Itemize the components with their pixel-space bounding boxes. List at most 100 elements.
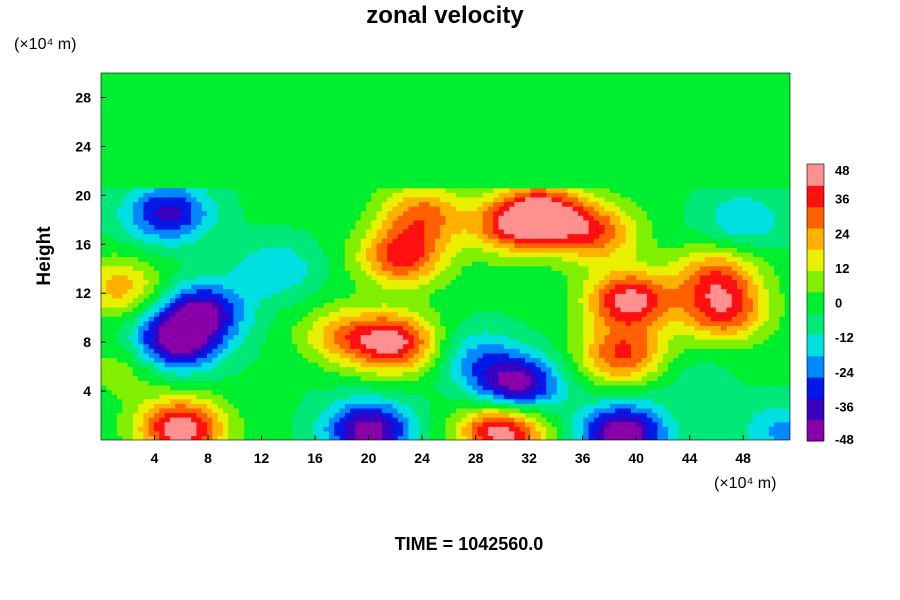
heatmap-cell [159,384,166,391]
heatmap-cell [466,306,473,313]
heatmap-cell [323,311,330,317]
heatmap-cell [196,403,203,409]
heatmap-cell [514,348,521,354]
heatmap-cell [143,265,150,271]
heatmap-cell [493,435,500,440]
heatmap-cell [689,357,696,363]
heatmap-cell [530,297,537,303]
heatmap-cell [758,302,765,308]
heatmap-cell [678,421,685,427]
heatmap-cell [228,274,235,281]
heatmap-cell [106,426,113,432]
heatmap-cell [191,316,197,322]
heatmap-cell [747,421,754,427]
heatmap-cell [265,384,272,391]
heatmap-cell [132,426,139,432]
heatmap-cell [233,274,240,281]
heatmap-cell [403,403,409,409]
heatmap-cell [684,357,690,363]
heatmap-cell [175,311,182,317]
heatmap-cell [498,407,505,414]
heatmap-cell [752,375,759,381]
heatmap-cell [302,348,309,354]
heatmap-cell [699,417,706,423]
heatmap-cell [387,302,394,308]
heatmap-cell [116,316,123,322]
heatmap-cell [487,375,494,381]
heatmap-cell [403,270,409,276]
heatmap-cell [101,407,107,414]
heatmap-cell [291,334,298,340]
heatmap-cell [191,325,197,331]
heatmap-cell [217,343,224,349]
heatmap-cell [684,320,690,326]
heatmap-cell [148,316,155,322]
heatmap-cell [774,329,780,336]
heatmap-cell [334,293,341,299]
heatmap-cell [588,288,595,294]
heatmap-cell [599,357,606,363]
heatmap-cell [366,265,372,271]
heatmap-cell [673,394,680,400]
heatmap-cell [318,362,325,368]
heatmap-cell [291,284,298,290]
heatmap-cell [657,334,664,340]
heatmap-cell [742,329,749,336]
heatmap-cell [138,426,144,432]
heatmap-cell [138,288,144,294]
heatmap-cell [551,362,558,368]
heatmap-cell [313,288,319,294]
heatmap-cell [445,311,452,317]
heatmap-cell [201,371,208,377]
heatmap-cell [567,412,574,418]
heatmap-cell [779,316,786,322]
heatmap-cell [609,265,616,271]
heatmap-cell [207,394,213,400]
heatmap-cell [175,375,182,381]
heatmap-cell [397,293,404,299]
heatmap-cell [207,403,213,409]
heatmap-cell [281,279,288,285]
heatmap-cell [424,311,431,317]
heatmap-cell [132,284,139,290]
heatmap-cell [106,302,113,308]
heatmap-cell [498,265,505,271]
heatmap-cell [625,279,632,285]
heatmap-cell [429,389,436,395]
heatmap-cell [731,306,738,313]
heatmap-cell [620,380,627,386]
heatmap-cell [694,426,701,432]
heatmap-cell [456,407,462,414]
heatmap-cell [514,426,521,432]
heatmap-cell [715,398,722,404]
heatmap-cell [546,421,553,427]
heatmap-cell [328,398,335,404]
heatmap-cell [302,371,309,377]
heatmap-cell [546,306,553,313]
heatmap-cell [302,288,309,294]
heatmap-cell [244,325,250,331]
heatmap-cell [424,297,431,303]
heatmap-cell [360,348,367,354]
heatmap-cell [678,375,685,381]
heatmap-cell [519,384,526,391]
heatmap-cell [662,357,669,363]
heatmap-cell [715,348,722,354]
heatmap-cell [318,339,325,345]
heatmap-cell [138,265,144,271]
heatmap-cell [366,279,372,285]
heatmap-cell [381,302,388,308]
heatmap-cell [731,348,738,354]
heatmap-cell [101,265,107,271]
heatmap-cell [774,357,780,363]
heatmap-cell [514,293,521,299]
heatmap-cell [551,426,558,432]
heatmap-cell [652,325,659,331]
heatmap-cell [530,394,537,400]
heatmap-cell [233,384,240,391]
heatmap-cell [498,380,505,386]
heatmap-cell [514,407,521,414]
heatmap-cell [583,384,590,391]
heatmap-cell [201,306,208,313]
heatmap-cell [371,389,378,395]
